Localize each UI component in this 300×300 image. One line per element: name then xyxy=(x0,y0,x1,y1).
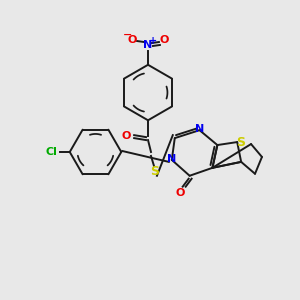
Text: O: O xyxy=(175,188,184,198)
Text: −: − xyxy=(122,30,132,40)
Text: +: + xyxy=(149,36,157,46)
Text: S: S xyxy=(151,165,160,178)
Text: S: S xyxy=(236,136,245,148)
Text: N: N xyxy=(195,124,204,134)
Text: Cl: Cl xyxy=(46,147,58,157)
Text: O: O xyxy=(128,35,137,45)
Text: N: N xyxy=(143,40,153,50)
Text: O: O xyxy=(122,131,131,141)
Text: N: N xyxy=(167,154,176,164)
Text: O: O xyxy=(159,35,169,45)
